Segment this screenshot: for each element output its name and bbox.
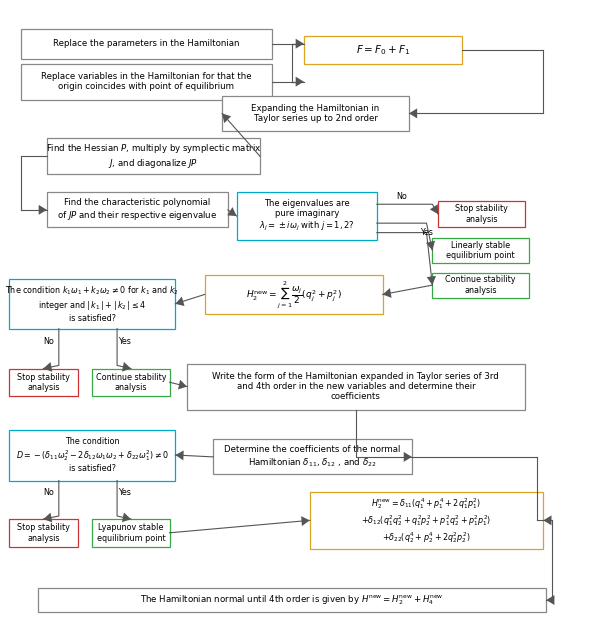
FancyBboxPatch shape [9,429,175,481]
FancyBboxPatch shape [20,64,272,100]
FancyBboxPatch shape [9,279,175,329]
Polygon shape [296,39,304,49]
Polygon shape [227,207,237,216]
FancyBboxPatch shape [432,272,529,298]
FancyBboxPatch shape [92,368,169,396]
Text: Write the form of the Hamiltonian expanded in Taylor series of 3rd
and 4th order: Write the form of the Hamiltonian expand… [212,371,499,401]
FancyBboxPatch shape [222,96,409,131]
FancyBboxPatch shape [237,192,377,239]
Text: Lyapunov stable
equilibrium point: Lyapunov stable equilibrium point [97,523,165,542]
Text: Stop stability
analysis: Stop stability analysis [17,373,70,392]
Text: Continue stability
analysis: Continue stability analysis [96,373,166,392]
FancyBboxPatch shape [213,439,412,474]
Text: Yes: Yes [420,228,433,237]
Polygon shape [301,516,310,526]
Polygon shape [547,595,554,605]
Text: Stop stability
analysis: Stop stability analysis [455,204,508,224]
Text: Yes: Yes [117,337,131,345]
Text: $F = F_0 + F_1$: $F = F_0 + F_1$ [356,43,410,57]
FancyBboxPatch shape [9,368,78,396]
Text: Replace the parameters in the Hamiltonian: Replace the parameters in the Hamiltonia… [53,39,240,48]
Polygon shape [296,77,304,86]
Polygon shape [427,276,436,285]
FancyBboxPatch shape [310,491,544,549]
Text: No: No [396,192,407,201]
Text: No: No [43,337,54,345]
Polygon shape [175,297,185,306]
Polygon shape [426,241,435,250]
Text: Stop stability
analysis: Stop stability analysis [17,523,70,542]
FancyBboxPatch shape [187,364,524,410]
Text: The Hamiltonian normal until 4th order is given by $H^{\mathrm{new}} = H_2^{\mat: The Hamiltonian normal until 4th order i… [141,593,444,607]
FancyBboxPatch shape [432,238,529,263]
Text: Find the Hessian $P$, multiply by symplectic matrix
$J$, and diagonalize $JP$: Find the Hessian $P$, multiply by symple… [46,142,261,170]
Text: Determine the coefficients of the normal
Hamiltonian $\delta_{11}$, $\delta_{12}: Determine the coefficients of the normal… [225,445,401,469]
FancyBboxPatch shape [47,192,228,227]
Text: Yes: Yes [117,488,131,497]
Text: $H_2^{\mathrm{new}} = \delta_{11}(q_1^4 + p_1^4 + 2q_1^2p_1^2)$
$+ \delta_{12}(q: $H_2^{\mathrm{new}} = \delta_{11}(q_1^4 … [361,496,492,545]
Text: $H_2^{\mathrm{new}} = \sum_{j=1}^{2} \dfrac{\omega_j}{2}(q_j^2 + p_j^2)$: $H_2^{\mathrm{new}} = \sum_{j=1}^{2} \df… [246,279,342,310]
Polygon shape [175,450,184,460]
Polygon shape [383,288,392,298]
FancyBboxPatch shape [304,36,461,64]
FancyBboxPatch shape [9,519,78,547]
Text: Linearly stable
equilibrium point: Linearly stable equilibrium point [446,241,515,260]
Polygon shape [122,512,131,522]
Polygon shape [409,109,417,118]
FancyBboxPatch shape [204,275,383,314]
Text: No: No [43,488,54,497]
Text: The condition $k_1\omega_1 + k_2\omega_2 \neq 0$ for $k_1$ and $k_2$
integer and: The condition $k_1\omega_1 + k_2\omega_2… [5,285,179,323]
Text: Replace variables in the Hamiltonian for that the
origin coincides with point of: Replace variables in the Hamiltonian for… [41,72,252,91]
FancyBboxPatch shape [38,587,547,613]
Polygon shape [178,380,187,389]
Polygon shape [222,114,231,123]
Text: Find the characteristic polynomial
of $JP$ and their respective eigenvalue: Find the characteristic polynomial of $J… [57,198,218,222]
Polygon shape [39,205,47,215]
FancyBboxPatch shape [438,201,524,227]
Text: The eigenvalues are
pure imaginary
$\lambda_j = \pm i\omega_j$ with $j=1,2$?: The eigenvalues are pure imaginary $\lam… [259,199,355,233]
FancyBboxPatch shape [20,29,272,58]
Text: Expanding the Hamiltonian in
Taylor series up to 2nd order: Expanding the Hamiltonian in Taylor seri… [252,104,380,123]
Polygon shape [44,362,52,372]
FancyBboxPatch shape [92,519,169,547]
Polygon shape [44,512,52,523]
Polygon shape [544,516,551,525]
Polygon shape [430,204,438,214]
Text: The condition
$D = -(\delta_{11}\omega_2^2 - 2\delta_{12}\omega_1\omega_2 + \del: The condition $D = -(\delta_{11}\omega_2… [15,437,169,473]
Polygon shape [403,452,412,462]
Text: Continue stability
analysis: Continue stability analysis [445,276,516,295]
Polygon shape [122,362,131,371]
FancyBboxPatch shape [47,138,260,175]
